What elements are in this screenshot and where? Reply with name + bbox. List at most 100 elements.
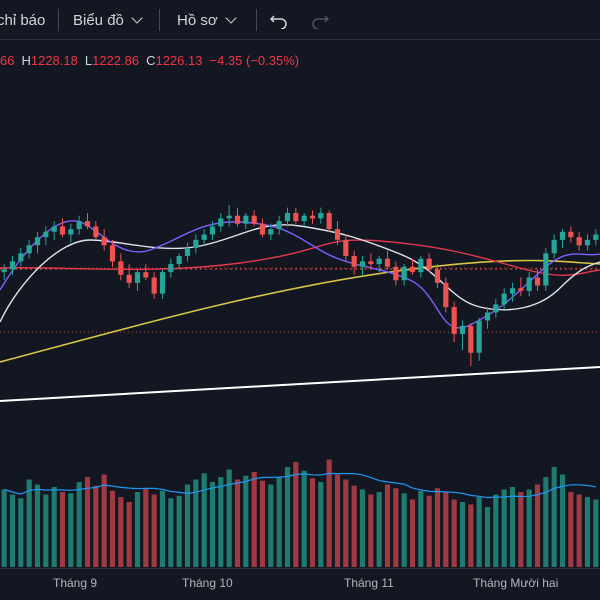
volume-bar <box>409 499 416 567</box>
volume-bar <box>151 494 157 567</box>
volume-bar <box>209 482 216 567</box>
volume-bar <box>101 474 107 567</box>
ohlc-legend: 66 H1228.18 L1222.86 C1226.13 −4.35 (−0.35%) <box>0 53 306 71</box>
volume-bar <box>276 477 282 567</box>
candle-body <box>543 253 549 286</box>
candle-body <box>176 256 182 265</box>
volume-bar <box>134 492 141 567</box>
volume-bar <box>476 497 482 567</box>
volume-bar <box>459 502 466 567</box>
volume-bar <box>334 474 341 567</box>
candle-body <box>368 261 374 265</box>
candle-body <box>193 239 199 248</box>
indicators-label: chỉ báo <box>0 11 46 29</box>
ma-slow-line <box>0 239 600 277</box>
volume-bar <box>51 487 57 567</box>
candle-body <box>401 266 407 281</box>
volume-bar <box>493 494 499 567</box>
candle-body <box>493 304 499 313</box>
volume-bar <box>434 488 441 567</box>
volume-bar <box>93 485 99 567</box>
high-key: H <box>21 53 31 68</box>
candle-body <box>568 231 574 238</box>
low-key: L <box>84 53 93 68</box>
volume-bar <box>376 492 382 567</box>
candle-body <box>184 247 191 256</box>
candle-body <box>293 213 299 222</box>
volume-bar <box>143 488 149 567</box>
candle-body <box>268 229 274 235</box>
volume-bar <box>559 474 566 567</box>
low-value: 1222.86 <box>92 53 140 68</box>
volume-bar <box>501 489 507 567</box>
volume-bar <box>226 469 232 567</box>
candle-body <box>376 258 382 265</box>
volume-bar <box>384 484 391 567</box>
candle-body <box>126 274 132 283</box>
high-value: 1228.18 <box>30 53 78 68</box>
price-chart[interactable] <box>0 40 600 568</box>
candle-body <box>276 221 282 230</box>
candle-body <box>484 312 491 321</box>
candle-body <box>351 256 357 267</box>
candle-body <box>418 258 424 273</box>
candle-body <box>409 266 416 273</box>
volume-bar <box>251 472 257 567</box>
volume-bar <box>59 492 66 567</box>
volume-ma-line <box>4 472 596 499</box>
undo-icon[interactable] <box>270 11 288 29</box>
volume-bar <box>9 494 16 567</box>
candle-body <box>134 272 141 283</box>
candle-body <box>243 215 249 224</box>
candle-body <box>434 269 441 283</box>
candle-body <box>509 288 516 294</box>
time-axis[interactable]: Tháng 9 Tháng 10 Tháng 11 Tháng Mười hai <box>0 568 600 600</box>
candle-body <box>143 272 149 278</box>
candle-body <box>459 325 466 334</box>
volume-bar <box>526 489 532 567</box>
candle-body <box>284 213 291 222</box>
toolbar-divider <box>256 9 257 31</box>
candle-body <box>426 258 432 270</box>
volume-bar <box>201 473 207 567</box>
volume-bar <box>34 484 41 567</box>
x-tick: Tháng 10 <box>182 576 233 590</box>
volume-bar <box>1 489 7 567</box>
chart-type-label: Biểu đồ <box>73 11 124 29</box>
volume-bar <box>351 485 357 567</box>
volume-bar <box>343 479 349 567</box>
candles <box>1 204 599 367</box>
volume-bar <box>176 495 182 567</box>
volume-bar <box>18 498 24 567</box>
candle-body <box>201 234 207 240</box>
candle-body <box>68 229 74 235</box>
ma-mid-line <box>0 224 600 323</box>
candle-body <box>301 215 307 222</box>
volume-bar <box>518 492 524 567</box>
candle-body <box>93 226 99 238</box>
candle-body <box>443 282 449 308</box>
profile-button[interactable]: Hồ sơ <box>177 8 237 32</box>
candle-body <box>259 223 266 235</box>
candle-body <box>226 215 232 219</box>
redo-icon[interactable] <box>311 11 329 29</box>
chart-type-button[interactable]: Biểu đồ <box>73 8 143 32</box>
toolbar-divider <box>159 9 160 31</box>
candle-body <box>251 215 257 224</box>
volume-bar <box>84 477 91 567</box>
chevron-down-icon <box>131 11 143 24</box>
ma-fast-line <box>0 220 600 329</box>
volume-bar <box>393 488 399 567</box>
candle-body <box>159 272 166 294</box>
volume-bar <box>451 499 457 567</box>
volume-bar <box>193 479 199 567</box>
candle-body <box>518 288 524 291</box>
indicators-button[interactable]: chỉ báo <box>0 8 45 32</box>
volume-bar <box>301 470 307 567</box>
candle-body <box>451 307 457 334</box>
candle-body <box>101 237 107 246</box>
volume-bar <box>126 502 132 567</box>
candle-body <box>26 245 32 254</box>
volume-bar <box>168 498 174 567</box>
top-toolbar: chỉ báo Biểu đồ Hồ sơ <box>0 0 600 40</box>
